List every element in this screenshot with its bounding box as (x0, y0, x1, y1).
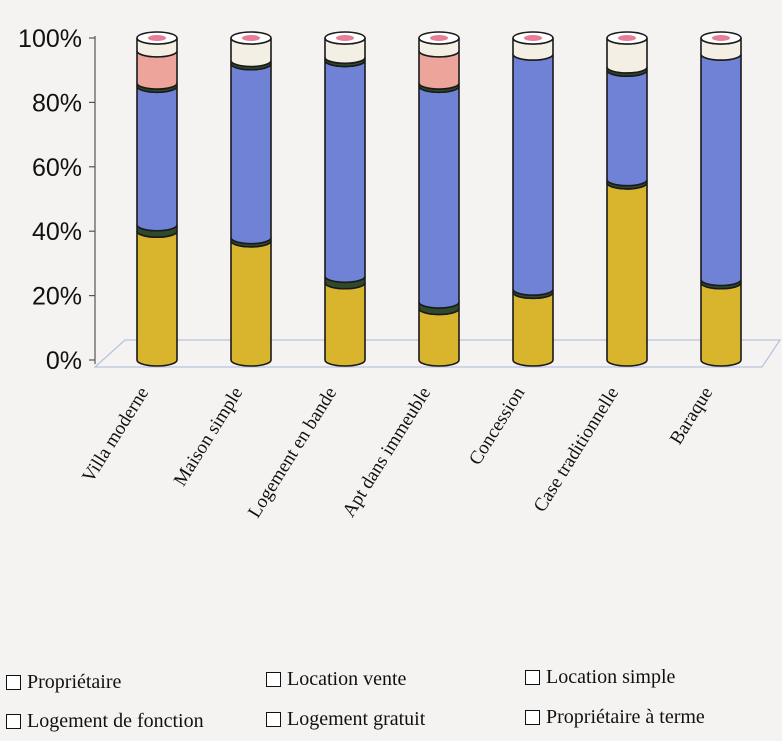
x-category-label: Case traditionnelle (530, 384, 624, 516)
legend-label: Propriétaire à terme (546, 706, 705, 728)
legend-item-location-simple: Location simple (525, 666, 675, 689)
y-tick-label: 100% (18, 25, 82, 53)
legend: Propriétaire Location vente Location sim… (0, 658, 782, 738)
bar-stack (418, 31, 460, 367)
y-axis-ticks: 0% 20% 40% 60% 80% 100% (18, 25, 95, 375)
bar-segment (230, 63, 272, 245)
bar-cap-center (524, 35, 542, 41)
bar-segment (418, 86, 460, 309)
bar-stack (324, 31, 366, 367)
bar-segment (136, 86, 178, 232)
legend-label: Propriétaire (27, 671, 122, 693)
bar-segment (700, 282, 742, 367)
y-tick-label: 0% (46, 347, 82, 375)
y-tick-label: 20% (32, 283, 82, 311)
legend-label: Location simple (546, 666, 676, 688)
legend-label: Location vente (287, 668, 407, 690)
bar-stack (606, 31, 648, 367)
legend-swatch (525, 710, 540, 725)
bar-segment (230, 240, 272, 367)
stacked-bar-chart: 0% 20% 40% 60% 80% 100% Villa moderne Maison s… (18, 25, 782, 522)
x-category-label: Logement en bande (244, 384, 341, 522)
bar-segment (136, 230, 178, 367)
bar-segment (512, 53, 554, 296)
chart-floor (93, 339, 782, 368)
x-category-label: Baraque (666, 384, 717, 449)
legend-swatch (6, 675, 21, 690)
legend-swatch (6, 714, 21, 729)
legend-swatch (266, 712, 281, 727)
x-category-label: Maison simple (170, 384, 247, 490)
x-category-label: Concession (465, 383, 529, 469)
bar-segment (606, 182, 648, 367)
y-tick-label: 60% (32, 154, 82, 182)
bar-segment (700, 53, 742, 287)
bar-cap-center (336, 35, 354, 41)
y-tick-label: 40% (32, 218, 82, 246)
bar-cap-center (712, 35, 730, 41)
legend-item-location-vente: Location vente (266, 668, 406, 691)
legend-label: Logement de fonction (27, 710, 204, 732)
bar-cap-center (430, 35, 448, 41)
legend-item-proprietaire-a-terme: Propriétaire à terme (525, 706, 705, 729)
bar-stack (700, 31, 742, 367)
legend-item-logement-gratuit: Logement gratuit (266, 708, 425, 731)
bars (136, 31, 742, 367)
x-category-label: Apt dans immeuble (339, 384, 436, 521)
legend-item-logement-de-fonction: Logement de fonction (6, 710, 204, 733)
bar-stack (512, 31, 554, 367)
bar-segment (418, 308, 460, 367)
legend-swatch (266, 672, 281, 687)
bar-stack (136, 31, 178, 367)
chart-floor-plane (93, 339, 782, 368)
bar-cap-center (618, 35, 636, 41)
y-tick-label: 80% (32, 89, 82, 117)
bar-segment (324, 282, 366, 367)
bar-segment (512, 292, 554, 367)
legend-item-proprietaire: Propriétaire (6, 671, 121, 694)
bar-stack (230, 31, 272, 367)
bar-cap-center (148, 35, 166, 41)
bar-segment (606, 69, 648, 187)
legend-label: Logement gratuit (287, 708, 426, 730)
bar-cap-center (242, 35, 260, 41)
x-category-label: Villa moderne (78, 384, 153, 487)
bar-segment (324, 60, 366, 284)
legend-swatch (525, 670, 540, 685)
